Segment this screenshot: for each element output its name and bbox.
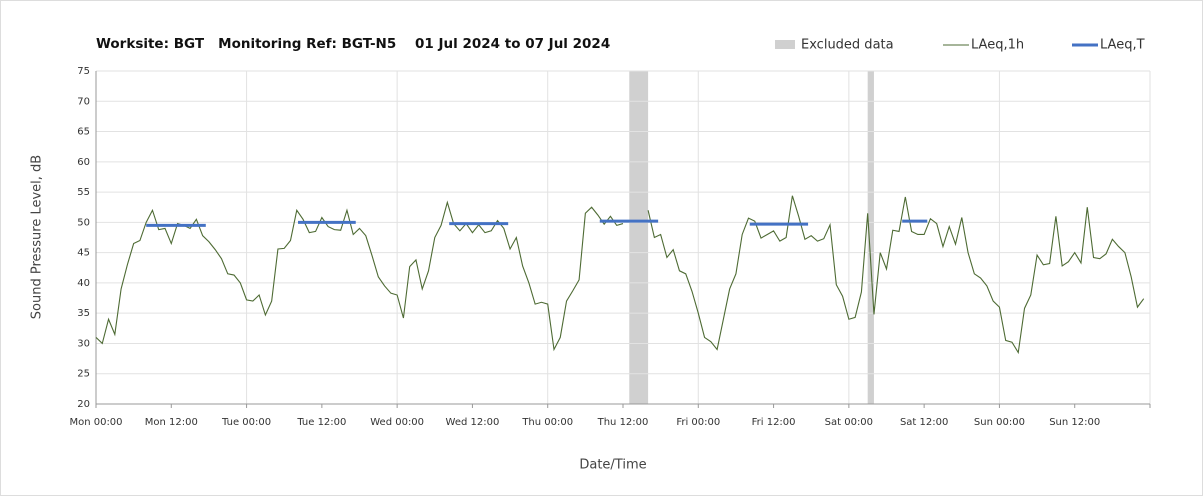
y-tick-label: 25: [77, 369, 90, 380]
x-tick-label: Wed 00:00: [370, 417, 424, 428]
x-tick-label: Sun 12:00: [1049, 417, 1100, 428]
y-tick-label: 70: [77, 96, 90, 107]
x-tick-label: Mon 12:00: [145, 417, 198, 428]
x-tick-label: Sat 00:00: [825, 417, 873, 428]
y-tick-label: 45: [77, 248, 90, 259]
x-tick-label: Sat 12:00: [900, 417, 948, 428]
x-tick-label: Mon 00:00: [69, 417, 122, 428]
excluded-band: [629, 71, 649, 404]
y-tick-label: 30: [77, 338, 90, 349]
y-tick-label: 65: [77, 127, 90, 138]
x-tick-label: Tue 00:00: [221, 417, 271, 428]
legend-label: LAeq,1h: [971, 38, 1024, 53]
chart-title: Worksite: BGT Monitoring Ref: BGT-N5 01 …: [96, 36, 610, 52]
y-tick-label: 55: [77, 187, 90, 198]
legend-label: LAeq,T: [1100, 38, 1145, 53]
y-tick-label: 50: [77, 217, 90, 228]
legend-swatch: [775, 40, 795, 49]
x-tick-label: Fri 12:00: [752, 417, 796, 428]
x-tick-label: Fri 00:00: [676, 417, 720, 428]
y-tick-label: 75: [77, 66, 90, 77]
x-tick-label: Tue 12:00: [296, 417, 346, 428]
y-axis-label: Sound Pressure Level, dB: [30, 155, 45, 319]
legend-label: Excluded data: [801, 38, 894, 53]
x-tick-label: Thu 00:00: [521, 417, 573, 428]
y-tick-label: 20: [77, 399, 90, 410]
x-axis-label: Date/Time: [579, 458, 646, 473]
x-tick-label: Thu 12:00: [597, 417, 649, 428]
y-tick-label: 60: [77, 157, 90, 168]
y-tick-label: 35: [77, 308, 90, 319]
y-tick-label: 40: [77, 278, 90, 289]
x-tick-label: Sun 00:00: [974, 417, 1025, 428]
x-tick-label: Wed 12:00: [446, 417, 500, 428]
excluded-band: [867, 71, 874, 404]
